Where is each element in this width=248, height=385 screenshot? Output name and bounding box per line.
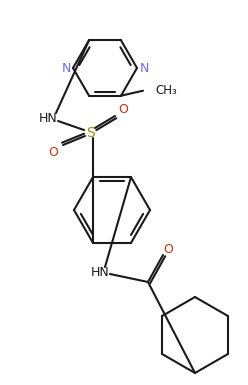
Text: O: O (118, 102, 128, 116)
Text: HN: HN (91, 266, 109, 278)
Text: HN: HN (39, 112, 57, 124)
Text: S: S (86, 126, 94, 140)
Text: N: N (61, 62, 71, 75)
Text: CH₃: CH₃ (155, 84, 177, 97)
Text: N: N (139, 62, 149, 75)
Text: O: O (163, 243, 173, 256)
Text: O: O (48, 146, 58, 159)
